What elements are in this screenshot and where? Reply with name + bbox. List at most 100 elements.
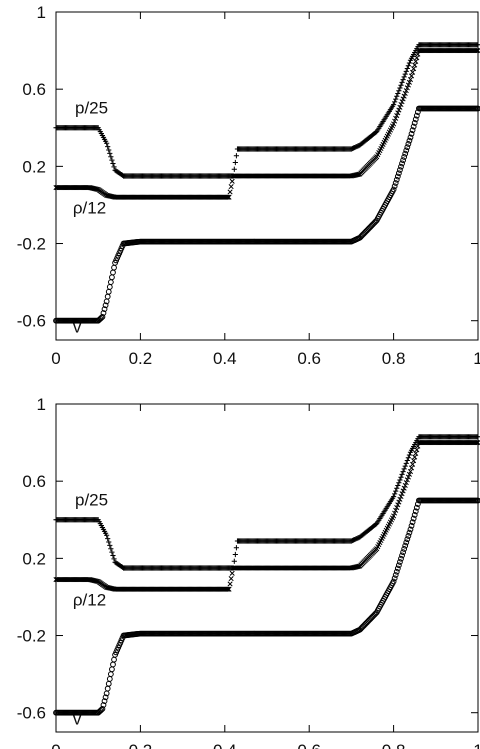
data-point xyxy=(394,113,400,119)
data-point xyxy=(391,575,398,582)
data-point xyxy=(400,469,406,475)
data-point xyxy=(110,661,116,668)
x-tick-label: 0.4 xyxy=(213,349,237,368)
data-point xyxy=(404,477,410,483)
data-point xyxy=(413,58,419,64)
data-point xyxy=(409,519,416,526)
data-point xyxy=(106,539,112,545)
data-point xyxy=(401,485,407,491)
data-point xyxy=(392,99,398,105)
y-tick-label: -0.6 xyxy=(17,312,46,331)
data-point xyxy=(402,150,409,157)
y-tick-label: 1 xyxy=(37,3,46,22)
data-point xyxy=(391,183,398,190)
data-point xyxy=(410,123,417,130)
plot-frame xyxy=(55,403,479,733)
data-point xyxy=(394,505,400,511)
data-point xyxy=(475,105,480,112)
x-tick-label: 0.6 xyxy=(297,349,321,368)
data-point xyxy=(392,572,399,578)
data-point xyxy=(226,586,232,592)
data-point xyxy=(107,542,113,548)
data-point xyxy=(224,586,230,592)
plot-frame xyxy=(55,11,479,341)
data-point xyxy=(403,539,410,546)
data-point xyxy=(101,306,108,313)
data-point xyxy=(390,578,397,585)
data-point xyxy=(413,112,420,119)
data-point xyxy=(403,88,409,94)
data-point xyxy=(406,60,413,66)
data-point xyxy=(233,153,240,159)
data-point xyxy=(393,568,400,575)
data-point xyxy=(392,118,398,124)
data-point xyxy=(398,82,404,88)
data-point xyxy=(391,121,397,127)
data-point xyxy=(392,510,398,516)
data-point xyxy=(101,698,108,705)
data-point xyxy=(109,549,115,555)
data-point xyxy=(109,157,115,163)
data-point xyxy=(393,115,399,121)
data-point xyxy=(231,558,237,564)
data-point xyxy=(396,480,402,486)
data-point xyxy=(475,440,480,446)
data-point xyxy=(406,471,412,477)
data-point xyxy=(393,176,400,183)
data-point xyxy=(391,494,397,500)
data-point xyxy=(396,107,402,113)
data-point xyxy=(397,85,403,91)
data-point xyxy=(100,702,107,708)
data-point xyxy=(400,549,406,556)
data-point xyxy=(106,284,113,290)
series-label: v xyxy=(73,317,82,336)
data-point xyxy=(404,85,410,91)
data-point xyxy=(109,666,115,673)
data-point xyxy=(407,134,414,141)
data-point xyxy=(394,93,400,99)
data-point xyxy=(413,450,419,456)
data-point xyxy=(104,140,110,146)
data-point xyxy=(107,671,114,678)
y-tick-label: 0.6 xyxy=(22,80,46,99)
data-point xyxy=(229,178,235,184)
series-label: ρ/12 xyxy=(73,591,106,610)
data-point xyxy=(406,137,413,144)
data-point xyxy=(399,99,405,105)
data-point xyxy=(410,515,417,522)
series-circle xyxy=(53,497,480,716)
data-point xyxy=(398,163,404,170)
data-point xyxy=(110,160,116,167)
data-point xyxy=(393,507,399,513)
data-point xyxy=(473,440,479,446)
data-point xyxy=(394,565,401,572)
data-point xyxy=(475,497,480,504)
data-point xyxy=(228,184,234,190)
data-point xyxy=(411,66,417,72)
data-point xyxy=(99,705,106,712)
data-point xyxy=(395,502,401,508)
y-tick-label: -0.6 xyxy=(17,704,46,723)
data-point xyxy=(100,310,107,316)
data-point xyxy=(407,76,414,83)
data-point xyxy=(111,264,117,271)
data-point xyxy=(391,102,397,108)
series-plus xyxy=(53,434,480,571)
series-cross xyxy=(53,48,480,200)
series-label: p/25 xyxy=(75,490,108,509)
data-point xyxy=(398,474,404,480)
data-point xyxy=(474,48,480,54)
data-point xyxy=(403,480,409,486)
data-point xyxy=(229,570,235,576)
data-point xyxy=(408,465,415,471)
data-point xyxy=(403,147,410,154)
data-point xyxy=(405,141,412,147)
data-point xyxy=(398,493,404,500)
data-point xyxy=(411,458,417,464)
data-point xyxy=(106,676,113,682)
data-point xyxy=(399,160,405,167)
data-point xyxy=(406,452,413,458)
data-point xyxy=(410,461,416,467)
data-point xyxy=(106,147,112,153)
series-plus xyxy=(53,42,480,179)
